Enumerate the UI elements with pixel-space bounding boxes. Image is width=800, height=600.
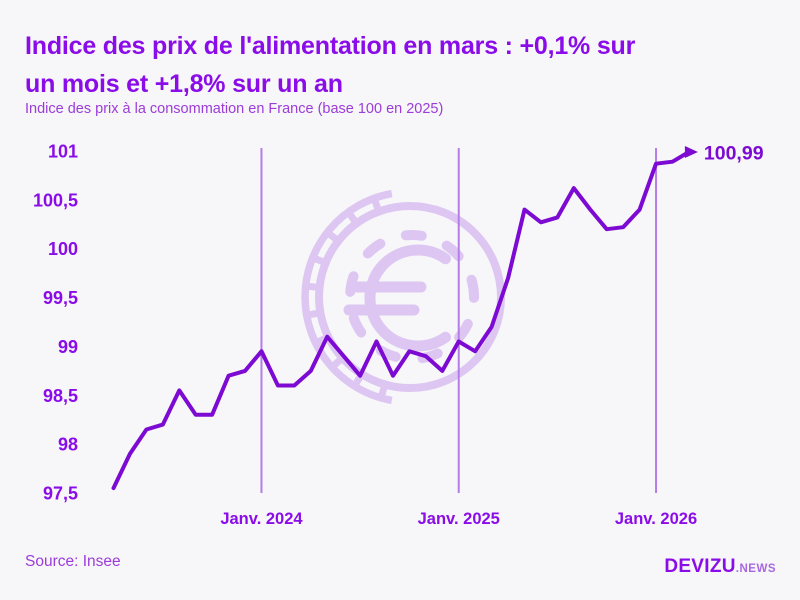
x-gridlines bbox=[260, 148, 658, 493]
y-axis-tick-label: 100,5 bbox=[33, 190, 78, 210]
euro-sign-icon bbox=[343, 244, 451, 352]
y-axis-tick-label: 100 bbox=[48, 239, 78, 259]
euro-coin-watermark-icon bbox=[301, 189, 505, 405]
latest-value-label: 100,99 bbox=[704, 142, 764, 164]
y-axis-tick-label: 98 bbox=[58, 435, 78, 455]
y-axis-tick-label: 97,5 bbox=[43, 483, 78, 503]
page-title-line2: un mois et +1,8% sur un an bbox=[25, 70, 343, 98]
brand-logo-suffix: .NEWS bbox=[735, 563, 776, 575]
y-axis-tick-label: 98,5 bbox=[43, 386, 78, 406]
brand-logo-main: DEVIZU bbox=[664, 556, 736, 577]
price-line bbox=[111, 150, 691, 491]
chart-subtitle: Indice des prix à la consommation en Fra… bbox=[25, 101, 444, 117]
y-axis-tick-label: 99 bbox=[58, 337, 78, 357]
y-axis-tick-label: 99,5 bbox=[43, 288, 78, 308]
x-axis-labels: Janv. 2024 Janv. 2025 Janv. 2026 bbox=[220, 510, 697, 528]
brand-logo: DEVIZU.NEWS bbox=[664, 556, 776, 578]
page-title-line1: Indice des prix de l'alimentation en mar… bbox=[25, 32, 636, 60]
source-label: Source: Insee bbox=[25, 553, 121, 570]
line-end-arrow-icon bbox=[684, 145, 698, 158]
x-axis-tick-label: Janv. 2024 bbox=[220, 510, 303, 528]
y-axis-tick-label: 101 bbox=[48, 142, 78, 162]
y-axis-labels: 101 100,5 100 99,5 99 98,5 98 97,5 bbox=[33, 142, 78, 504]
page-title: Indice des prix de l'alimentation en mar… bbox=[25, 27, 785, 103]
x-axis-tick-label: Janv. 2025 bbox=[418, 510, 500, 528]
x-axis-tick-label: Janv. 2026 bbox=[615, 510, 697, 528]
